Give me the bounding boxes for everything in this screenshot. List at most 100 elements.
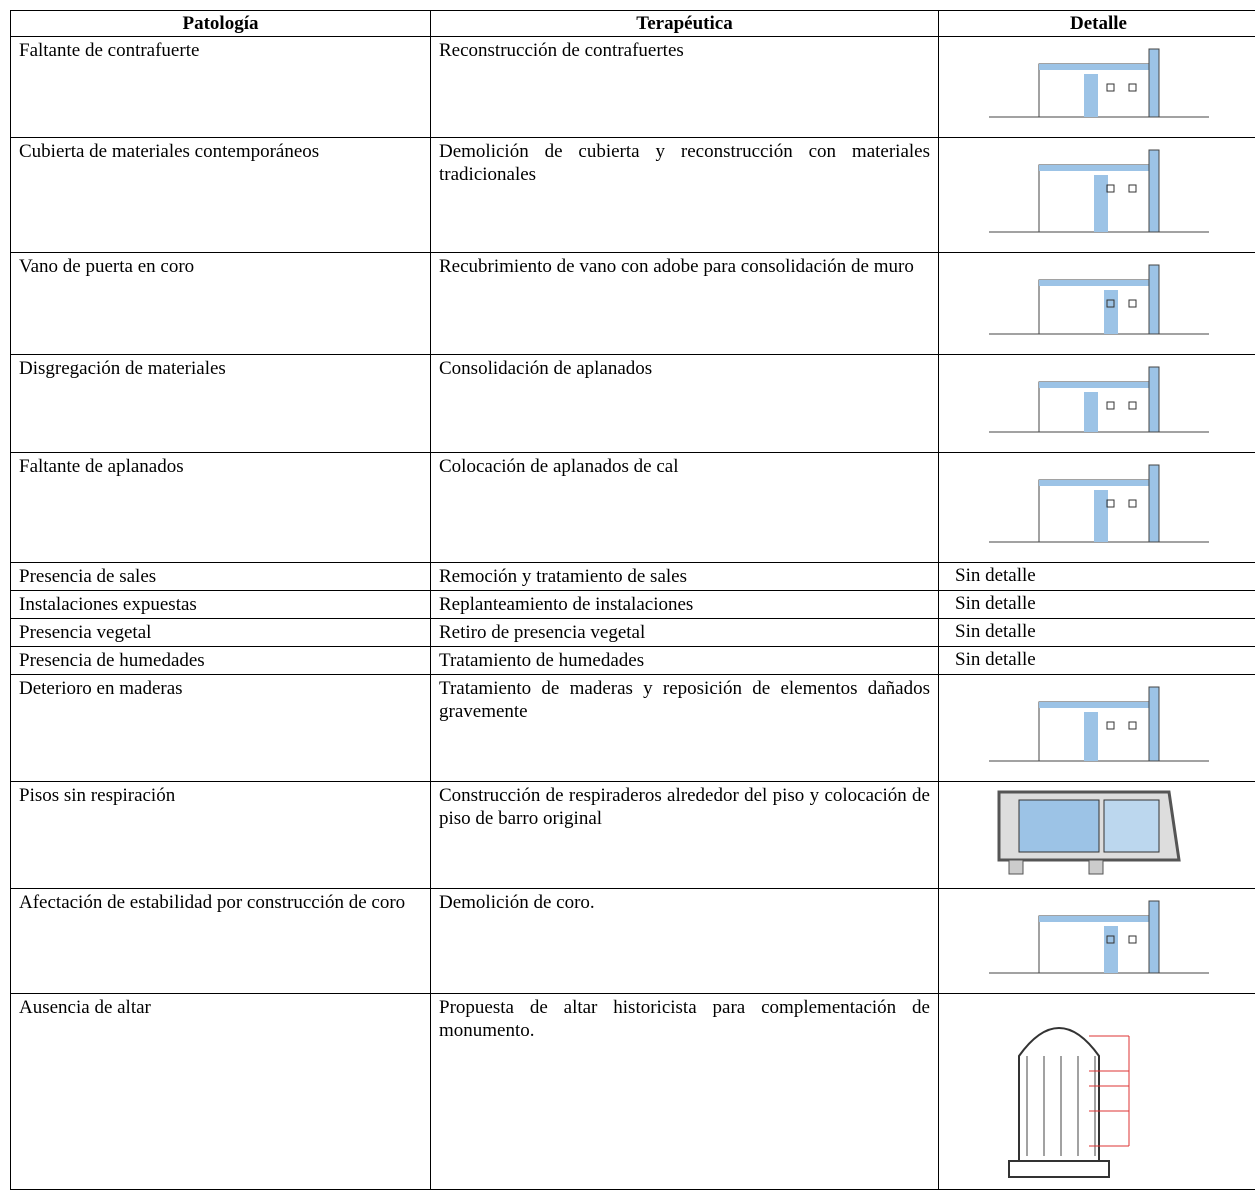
table-cell: Remoción y tratamiento de sales	[430, 562, 939, 591]
table-row: Presencia de sales Remoción y tratamiento…	[10, 562, 1255, 591]
drawing-part	[1038, 480, 1159, 486]
detail-drawing	[988, 48, 1209, 118]
detail-cell	[938, 674, 1255, 782]
table-cell: Pisos sin respiración	[10, 781, 431, 889]
detail-cell	[938, 36, 1255, 138]
drawing-part	[1128, 401, 1136, 410]
drawing-part	[1103, 926, 1118, 973]
drawing-part	[1128, 83, 1136, 92]
table-cell: Replanteamiento de instalaciones	[430, 590, 939, 619]
drawing-part	[1148, 149, 1159, 233]
drawing-part	[1106, 401, 1114, 410]
drawing-part	[1017, 1027, 1100, 1162]
table-cell: Tratamiento de maderas y reposición de e…	[430, 674, 939, 782]
table-cell: Colocación de aplanados de cal	[430, 452, 939, 563]
drawing-part	[1106, 935, 1114, 944]
drawing-part	[1128, 184, 1136, 193]
detail-cell	[938, 137, 1255, 253]
table-cell: Deterioro en maderas	[10, 674, 431, 782]
table-cell: Presencia vegetal	[10, 618, 431, 647]
drawing-part	[1148, 264, 1159, 335]
drawing-part	[1128, 935, 1136, 944]
table-cell: Tratamiento de humedades	[430, 646, 939, 675]
drawing-part	[1038, 280, 1159, 286]
drawing-part	[1038, 381, 1159, 433]
drawing-part	[1093, 175, 1108, 232]
table-row: Instalaciones expuestas Replanteamiento d…	[10, 590, 1255, 619]
drawing-part	[1038, 702, 1159, 708]
table-row: Presencia vegetal Retiro de presencia veg…	[10, 618, 1255, 647]
drawing-part	[1128, 721, 1136, 730]
drawing-part	[1038, 165, 1159, 171]
drawing-part	[1083, 392, 1098, 432]
detail-cell	[938, 993, 1255, 1190]
table-cell: Construcción de respiraderos alrededor d…	[430, 781, 939, 889]
drawing-part	[1007, 1160, 1110, 1178]
drawing-part	[1106, 499, 1114, 508]
drawing-part	[1018, 799, 1099, 853]
detail-cell	[938, 452, 1255, 563]
table-cell: Instalaciones expuestas	[10, 590, 431, 619]
table-body: Faltante de contrafuerte Reconstrucción d…	[10, 36, 1255, 1190]
detail-cell: Sin detalle	[938, 590, 1255, 619]
header-cell: Detalle	[938, 10, 1255, 37]
drawing-part	[1083, 712, 1098, 761]
drawing-part	[1038, 915, 1159, 974]
table-cell: Propuesta de altar historicista para com…	[430, 993, 939, 1190]
header-row: Patología Terapéutica Detalle	[10, 10, 1255, 37]
table-cell: Disgregación de materiales	[10, 354, 431, 453]
drawing-part	[1038, 382, 1159, 388]
pathology-table: Patología Terapéutica Detalle Faltante d…	[10, 10, 1255, 1190]
detail-cell: Sin detalle	[938, 562, 1255, 591]
header-cell: Terapéutica	[430, 10, 939, 37]
drawing-part	[1148, 366, 1159, 433]
table-row: Afectación de estabilidad por construcci…	[10, 888, 1255, 994]
detail-cell: Sin detalle	[938, 618, 1255, 647]
header-cell: Patología	[10, 10, 431, 37]
drawing-part	[1103, 290, 1118, 334]
detail-drawing	[988, 264, 1209, 335]
detail-drawing	[988, 149, 1209, 233]
table-cell: Demolición de cubierta y reconstrucción …	[430, 137, 939, 253]
drawing-part	[1106, 299, 1114, 308]
table-row: Pisos sin respiración Construcción de res…	[10, 781, 1255, 889]
table-cell: Faltante de contrafuerte	[10, 36, 431, 138]
table-cell: Cubierta de materiales contemporáneos	[10, 137, 431, 253]
drawing-part	[1083, 74, 1098, 117]
drawing-part	[1088, 859, 1103, 875]
table-row: Presencia de humedades Tratamiento de hum…	[10, 646, 1255, 675]
drawing-part	[1148, 686, 1159, 762]
table-cell: Presencia de sales	[10, 562, 431, 591]
detail-cell	[938, 781, 1255, 889]
table-cell: Vano de puerta en coro	[10, 252, 431, 355]
detail-drawing	[988, 464, 1209, 543]
drawing-part	[1103, 799, 1159, 853]
table-row: Faltante de aplanados Colocación de aplan…	[10, 452, 1255, 563]
drawing-part	[1128, 499, 1136, 508]
drawing-part	[1008, 859, 1023, 875]
drawing-part	[1128, 299, 1136, 308]
table-cell: Recubrimiento de vano con adobe para con…	[430, 252, 939, 355]
table-cell: Consolidación de aplanados	[430, 354, 939, 453]
drawing-part	[1038, 64, 1159, 70]
detail-drawing	[988, 366, 1209, 433]
detail-drawing	[1007, 1027, 1129, 1178]
detail-cell	[938, 252, 1255, 355]
detail-cell: Sin detalle	[938, 646, 1255, 675]
table-cell: Faltante de aplanados	[10, 452, 431, 563]
table-row: Disgregación de materiales Consolidación …	[10, 354, 1255, 453]
table-cell: Ausencia de altar	[10, 993, 431, 1190]
drawing-part	[1106, 83, 1114, 92]
table-row: Deterioro en maderas Tratamiento de mader…	[10, 674, 1255, 782]
detail-drawing	[988, 686, 1209, 762]
drawing-part	[1106, 721, 1114, 730]
drawing-part	[1148, 464, 1159, 543]
table-cell: Afectación de estabilidad por construcci…	[10, 888, 431, 994]
drawing-part	[1148, 900, 1159, 974]
table-cell: Reconstrucción de contrafuertes	[430, 36, 939, 138]
table-cell: Presencia de humedades	[10, 646, 431, 675]
detail-cell	[938, 354, 1255, 453]
drawing-part	[1038, 701, 1159, 762]
detail-drawing	[997, 790, 1181, 875]
